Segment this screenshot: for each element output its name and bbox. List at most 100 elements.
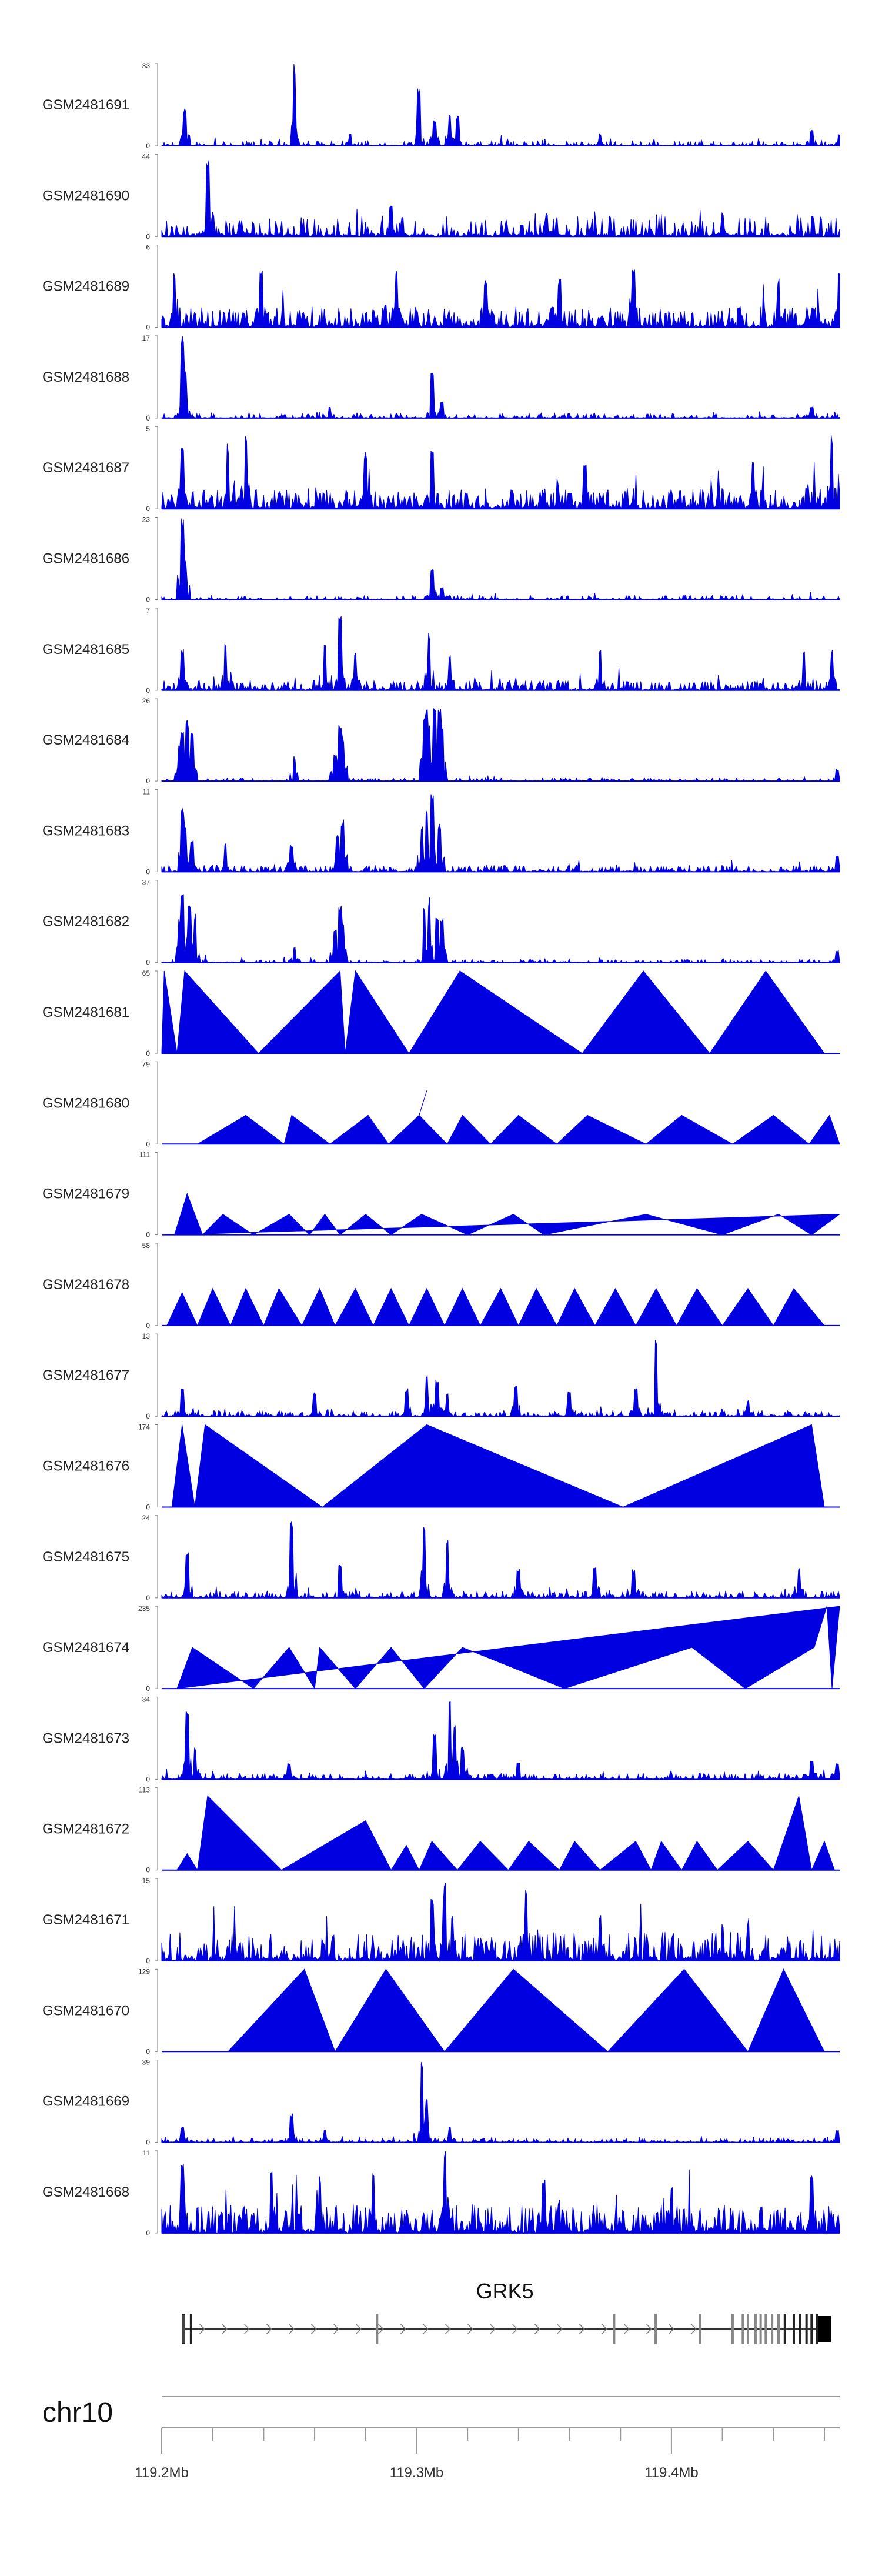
y-axis-max-label: 23 <box>142 516 151 524</box>
strand-chevron <box>244 2324 250 2334</box>
y-axis-max-label: 235 <box>138 1604 150 1613</box>
y-axis-min-label: 0 <box>146 2138 150 2147</box>
y-axis-min-label: 0 <box>146 323 150 332</box>
track-GSM2481674: GSM2481674 235 0 <box>42 1604 840 1693</box>
gene-first-exon <box>182 2315 185 2343</box>
strand-chevron <box>423 2324 429 2334</box>
y-axis-max-label: 11 <box>143 2149 151 2157</box>
track-label: GSM2481691 <box>42 97 129 113</box>
axis-tick-label: 119.4Mb <box>644 2465 699 2481</box>
gene-exon <box>771 2314 774 2344</box>
axis-tick-label: 119.3Mb <box>390 2465 444 2481</box>
strand-chevron <box>512 2324 518 2334</box>
axis-tick-label: 119.2Mb <box>135 2465 189 2481</box>
y-axis-max-label: 5 <box>146 425 150 433</box>
track-GSM2481678: GSM2481678 58 0 <box>42 1242 840 1330</box>
gene-exon <box>805 2314 808 2344</box>
coverage-signal <box>161 336 840 419</box>
track-GSM2481671: GSM2481671 15 0 <box>42 1877 840 1965</box>
gene-exon <box>613 2314 616 2344</box>
strand-chevron <box>356 2324 362 2334</box>
y-axis-min-label: 0 <box>146 686 150 695</box>
track-GSM2481670: GSM2481670 129 0 <box>42 1967 840 2056</box>
track-label: GSM2481675 <box>42 1549 129 1565</box>
track-GSM2481683: GSM2481683 11 0 <box>42 788 840 876</box>
coverage-area <box>174 1193 841 1236</box>
chromosome-track: chr10 <box>42 2396 840 2428</box>
strand-chevron <box>490 2324 496 2334</box>
track-GSM2481680: GSM2481680 79 0 <box>42 1060 840 1148</box>
y-axis-max-label: 58 <box>142 1242 151 1250</box>
track-GSM2481681: GSM2481681 65 0 <box>42 969 840 1057</box>
coverage-signal <box>161 2062 840 2144</box>
coverage-signal <box>161 2151 840 2234</box>
y-axis-max-label: 129 <box>138 1967 150 1976</box>
track-GSM2481677: GSM2481677 13 0 <box>42 1332 840 1420</box>
gene-utr-block <box>818 2316 831 2342</box>
track-label: GSM2481669 <box>42 2094 129 2110</box>
gene-exon <box>741 2314 744 2344</box>
track-GSM2481668: GSM2481668 11 0 <box>42 2149 840 2237</box>
track-label: GSM2481671 <box>42 1912 129 1928</box>
y-axis-min-label: 0 <box>146 1684 150 1693</box>
strand-chevron <box>467 2324 473 2334</box>
strand-chevron <box>602 2324 607 2334</box>
y-axis-max-label: 11 <box>143 788 151 796</box>
coverage-signal <box>161 435 840 510</box>
track-label: GSM2481668 <box>42 2184 129 2200</box>
gene-exon <box>746 2314 749 2344</box>
strand-chevron <box>266 2324 272 2334</box>
y-axis-min-label: 0 <box>146 1594 150 1602</box>
strand-chevron <box>534 2324 540 2334</box>
track-GSM2481689: GSM2481689 6 0 <box>42 243 840 332</box>
y-axis-min-label: 0 <box>146 1231 150 1239</box>
coverage-signal <box>161 1521 840 1599</box>
y-axis-min-label: 0 <box>146 1049 150 1057</box>
track-label: GSM2481672 <box>42 1821 129 1837</box>
track-label: GSM2481681 <box>42 1005 129 1020</box>
strand-chevron <box>222 2324 228 2334</box>
gene-exon <box>731 2314 734 2344</box>
y-axis-min-label: 0 <box>146 1412 150 1420</box>
coverage-signal <box>161 1883 840 1962</box>
y-axis-min-label: 0 <box>146 1140 150 1148</box>
y-axis-max-label: 111 <box>139 1151 151 1159</box>
track-GSM2481669: GSM2481669 39 0 <box>42 2058 840 2147</box>
strand-chevron <box>333 2324 339 2334</box>
track-label: GSM2481686 <box>42 551 129 567</box>
y-axis-max-label: 24 <box>142 1514 151 1522</box>
coverage-signal <box>161 708 840 782</box>
strand-chevron <box>669 2324 674 2334</box>
strand-chevron <box>289 2324 295 2334</box>
track-GSM2481690: GSM2481690 44 0 <box>42 152 840 241</box>
coverage-signal <box>161 269 840 329</box>
y-axis-min-label: 0 <box>146 232 150 241</box>
gene-exon <box>189 2314 192 2344</box>
axis-ticks: 119.2Mb 119.3Mb 119.4Mb <box>135 2428 825 2481</box>
track-GSM2481675: GSM2481675 24 0 <box>42 1514 840 1602</box>
strand-chevron <box>311 2324 317 2334</box>
chromosome-label: chr10 <box>42 2397 113 2428</box>
strand-chevron <box>445 2324 451 2334</box>
y-axis-max-label: 33 <box>142 62 151 70</box>
gene-exon <box>699 2314 701 2344</box>
track-label: GSM2481683 <box>42 823 129 839</box>
gene-exon <box>759 2314 762 2344</box>
y-axis-min-label: 0 <box>146 1866 150 1874</box>
track-label: GSM2481689 <box>42 279 129 295</box>
y-axis-min-label: 0 <box>146 1775 150 1783</box>
track-GSM2481676: GSM2481676 174 0 <box>42 1423 840 1511</box>
y-axis-min-label: 0 <box>146 505 150 513</box>
gene-track: GRK5 <box>181 2279 831 2344</box>
track-GSM2481682: GSM2481682 37 0 <box>42 879 840 967</box>
track-GSM2481685: GSM2481685 7 0 <box>42 606 840 695</box>
y-axis-max-label: 17 <box>142 334 151 342</box>
gene-exons <box>181 2314 831 2344</box>
strand-chevron <box>646 2324 652 2334</box>
track-label: GSM2481684 <box>42 732 129 748</box>
y-axis-min-label: 0 <box>146 2047 150 2056</box>
gene-strand-chevrons <box>199 2324 697 2334</box>
track-GSM2481679: GSM2481679 111 0 <box>42 1151 841 1239</box>
y-axis-min-label: 0 <box>146 777 150 785</box>
track-label: GSM2481685 <box>42 642 129 658</box>
